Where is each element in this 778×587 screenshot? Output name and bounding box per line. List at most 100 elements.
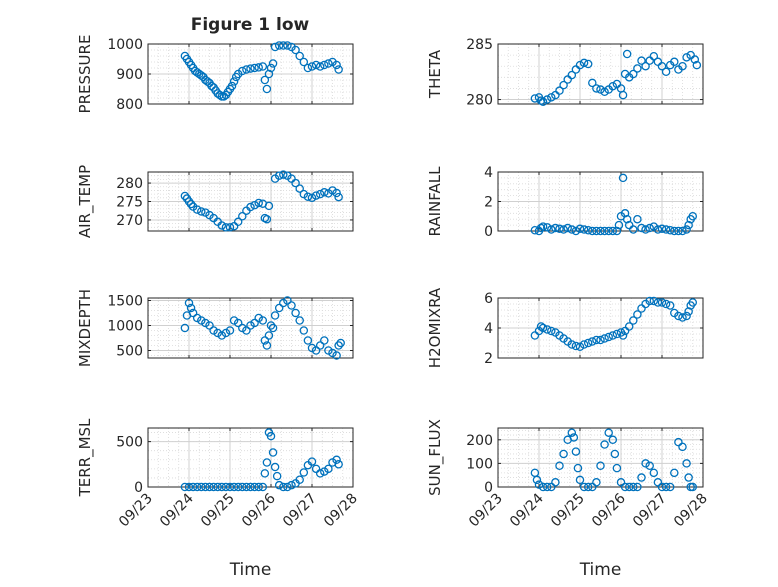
data-point: [641, 61, 650, 71]
data-point: [682, 311, 691, 321]
data-point: [567, 340, 577, 349]
data-point: [266, 431, 276, 441]
data-point: [221, 223, 231, 232]
data-point: [264, 331, 274, 340]
data-point: [588, 337, 597, 346]
data-point: [238, 66, 247, 76]
y-axis-label: H2OMIXRA: [426, 287, 444, 368]
data-point: [332, 60, 341, 70]
y-tick-label: 0: [134, 480, 143, 496]
y-axis-label: THETA: [426, 49, 444, 99]
y-tick-label: 2: [484, 351, 493, 367]
data-point: [555, 86, 564, 95]
data-point: [272, 471, 282, 481]
data-point: [682, 53, 691, 62]
data-point: [332, 188, 341, 198]
data-point: [334, 341, 343, 350]
data-point: [588, 226, 597, 236]
data-point: [217, 221, 227, 230]
data-point: [186, 199, 196, 209]
data-point: [311, 346, 321, 355]
data-point: [592, 84, 601, 93]
data-point: [279, 41, 288, 50]
data-point: [649, 296, 659, 306]
y-axis-label: PRESSURE: [76, 35, 94, 114]
data-point: [600, 226, 609, 236]
data-point: [608, 81, 618, 91]
data-point: [180, 482, 190, 492]
data-point: [299, 468, 309, 477]
data-point: [274, 41, 284, 50]
data-point: [250, 200, 259, 210]
data-point: [571, 341, 581, 351]
data-point: [624, 482, 634, 492]
data-point: [596, 226, 605, 236]
data-point: [608, 331, 618, 340]
data-point: [246, 482, 255, 492]
data-point: [291, 308, 300, 318]
data-point: [604, 226, 613, 236]
data-point: [612, 463, 622, 473]
data-point: [188, 482, 198, 492]
data-point: [303, 336, 313, 345]
data-point: [242, 326, 251, 335]
data-point: [295, 475, 304, 484]
data-point: [215, 90, 224, 100]
data-point: [225, 326, 235, 335]
data-point: [692, 60, 702, 70]
subplot-4: 0 2 4 RAINFALL: [426, 165, 704, 240]
subplot-1: 800 900 1000 PRESSURE: [76, 35, 354, 114]
plot-area: [498, 428, 703, 487]
data-point: [242, 65, 251, 74]
data-point: [571, 447, 581, 456]
data-point: [622, 49, 632, 59]
data-point: [180, 323, 190, 333]
data-point: [295, 316, 304, 325]
data-point: [551, 223, 560, 233]
data-point: [287, 480, 296, 490]
data-point: [620, 482, 630, 492]
data-point: [274, 480, 284, 490]
data-point: [641, 459, 650, 468]
data-point: [547, 326, 556, 336]
y-tick-label: 270: [116, 213, 143, 229]
subplot-6: 2 4 6 H2OMIXRA: [426, 287, 704, 368]
data-point: [608, 226, 618, 236]
data-point: [637, 56, 646, 65]
data-point: [197, 482, 206, 492]
data-point: [262, 84, 272, 94]
data-point: [266, 321, 276, 330]
data-point: [270, 311, 280, 320]
data-point: [682, 225, 691, 234]
data-point: [633, 482, 642, 492]
data-point: [567, 428, 577, 437]
data-point: [213, 482, 222, 492]
x-tick-label: 09/25: [548, 491, 588, 531]
y-axis-label: TERR_MSL: [76, 418, 95, 497]
data-point: [542, 325, 552, 334]
data-point: [588, 482, 597, 492]
data-point: [612, 226, 622, 236]
data-point: [629, 482, 638, 492]
subplot-3: 270 275 280 AIR_TEMP: [76, 165, 354, 238]
data-point: [618, 173, 628, 183]
y-tick-label: 800: [116, 97, 143, 113]
data-point: [684, 473, 693, 482]
data-point: [538, 97, 548, 107]
subplot-7: 0 500 TERR_MSL 09/23 09/24 09/25 09/26 09/27 09/…: [76, 418, 361, 580]
data-point: [604, 428, 613, 437]
data-point: [657, 482, 667, 492]
data-point: [551, 478, 560, 487]
data-point: [649, 51, 659, 61]
data-point: [567, 225, 577, 234]
data-point: [645, 223, 654, 233]
data-point: [688, 211, 698, 221]
x-tick-label: 09/23: [466, 491, 506, 531]
data-point: [311, 60, 321, 70]
data-point: [674, 437, 683, 447]
data-point: [332, 455, 341, 465]
data-point: [678, 226, 687, 236]
data-point: [661, 67, 671, 77]
data-point: [254, 63, 263, 72]
data-point: [678, 61, 687, 71]
